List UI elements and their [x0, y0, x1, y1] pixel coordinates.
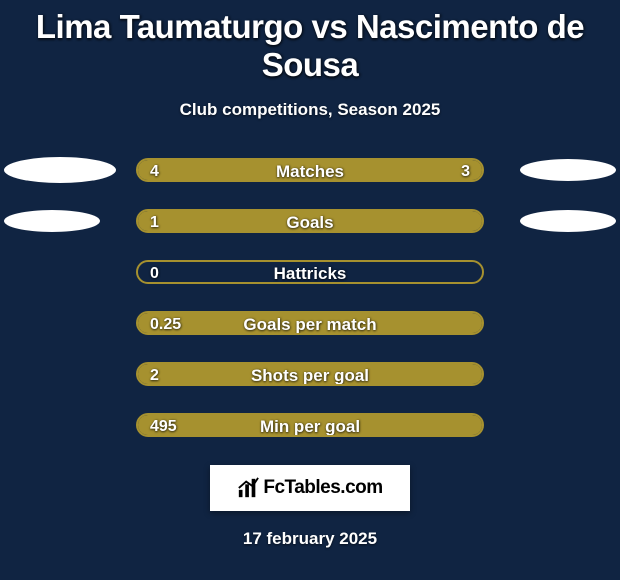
fctables-logo: FcTables.com [237, 477, 382, 499]
stat-value-left: 0 [150, 262, 159, 284]
stat-label: Matches [276, 160, 344, 182]
stat-row: 4 Matches 3 [0, 158, 620, 182]
stat-label: Goals per match [243, 313, 376, 335]
stat-value-left: 495 [150, 415, 177, 437]
stat-bar: 495 Min per goal [136, 413, 484, 437]
date-label: 17 february 2025 [0, 529, 620, 549]
stat-label: Hattricks [274, 262, 347, 284]
stat-value-left: 1 [150, 211, 159, 233]
stat-row: 0.25 Goals per match [0, 311, 620, 335]
logo-text: FcTables.com [263, 477, 382, 499]
stat-row: 2 Shots per goal [0, 362, 620, 386]
stat-bar: 1 Goals [136, 209, 484, 233]
page-title: Lima Taumaturgo vs Nascimento de Sousa [0, 0, 620, 84]
stat-label: Shots per goal [251, 364, 369, 386]
chart-icon [237, 477, 259, 499]
stat-label: Goals [286, 211, 333, 233]
stat-value-left: 4 [150, 160, 159, 182]
stat-bar: 4 Matches 3 [136, 158, 484, 182]
subtitle: Club competitions, Season 2025 [0, 100, 620, 120]
stat-bar: 0 Hattricks [136, 260, 484, 284]
stat-value-right: 3 [461, 160, 470, 182]
player-left-ellipse [4, 210, 100, 232]
player-left-ellipse [4, 157, 116, 183]
stat-value-left: 2 [150, 364, 159, 386]
stat-value-left: 0.25 [150, 313, 181, 335]
stat-row: 495 Min per goal [0, 413, 620, 437]
player-right-ellipse [520, 159, 616, 181]
stat-bar: 0.25 Goals per match [136, 311, 484, 335]
player-right-ellipse [520, 210, 616, 232]
stat-row: 0 Hattricks [0, 260, 620, 284]
stat-row: 1 Goals [0, 209, 620, 233]
logo-box: FcTables.com [210, 465, 410, 511]
stat-label: Min per goal [260, 415, 360, 437]
stat-rows: 4 Matches 3 1 Goals 0 Hattricks 0.25 Goals per m… [0, 158, 620, 437]
stat-bar: 2 Shots per goal [136, 362, 484, 386]
